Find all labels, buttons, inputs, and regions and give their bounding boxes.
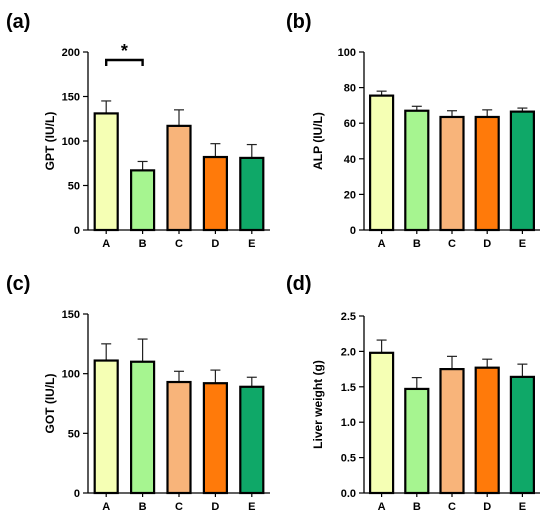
x-tick-label: C (448, 501, 456, 513)
bar-D (202, 382, 228, 495)
y-tick-label: 0 (350, 225, 356, 237)
y-axis-title: ALP (IU/L) (311, 112, 325, 170)
x-tick-label: C (448, 238, 456, 250)
x-tick-label: A (102, 501, 110, 513)
bar-E (509, 110, 535, 232)
x-tick-label: A (378, 501, 386, 513)
bar-C (439, 368, 465, 495)
y-tick-label: 60 (344, 118, 356, 130)
panel-label: (d) (286, 273, 312, 295)
x-tick-label: E (248, 238, 255, 250)
significance-star: * (121, 41, 128, 61)
bar-E (509, 375, 535, 495)
y-tick-label: 200 (62, 47, 80, 59)
y-tick-label: 20 (344, 189, 356, 201)
panel-label: (b) (286, 11, 312, 33)
bar-B (404, 387, 430, 495)
bar-C (166, 124, 192, 232)
y-axis-title: Liver weight (g) (311, 360, 325, 449)
significance-bracket (104, 58, 144, 66)
chart-panel-c: (c) 0 50 100 150 GOT (IU/L) A B C D E (6, 273, 270, 513)
x-tick-label: E (519, 238, 526, 250)
y-tick-label: 150 (62, 92, 80, 104)
bar-D (202, 155, 228, 232)
y-tick-label: 50 (68, 181, 80, 193)
bar-A (369, 94, 395, 232)
bar-A (93, 359, 119, 495)
x-tick-label: E (519, 501, 526, 513)
bar-C (439, 115, 465, 232)
y-tick-label: 2.5 (341, 311, 356, 323)
bar-B (130, 360, 156, 495)
y-tick-label: 1.0 (341, 417, 356, 429)
x-tick-label: D (211, 501, 219, 513)
x-tick-label: E (248, 501, 255, 513)
chart-panel-b: (b) 0 20 40 60 80 100 ALP (IU/L) A B C D E (286, 11, 540, 250)
x-tick-label: C (175, 238, 183, 250)
bar-B (130, 169, 156, 232)
y-axis-title: GPT (IU/L) (43, 112, 57, 171)
x-tick-label: A (102, 238, 110, 250)
y-tick-label: 80 (344, 83, 356, 95)
y-tick-label: 100 (62, 369, 80, 381)
y-tick-label: 0 (74, 488, 80, 500)
x-tick-label: D (211, 238, 219, 250)
bar-A (93, 112, 119, 232)
x-tick-label: C (175, 501, 183, 513)
bar-B (404, 109, 430, 232)
x-tick-label: B (139, 238, 147, 250)
bar-D (474, 366, 500, 495)
panel-label: (c) (6, 273, 30, 295)
y-tick-label: 100 (338, 47, 356, 59)
y-tick-label: 0.0 (341, 488, 356, 500)
panel-label: (a) (6, 11, 30, 33)
x-tick-label: B (139, 501, 147, 513)
bar-E (239, 156, 265, 232)
y-tick-label: 40 (344, 154, 356, 166)
y-tick-label: 1.5 (341, 382, 356, 394)
bar-E (239, 385, 265, 495)
y-tick-label: 50 (68, 428, 80, 440)
bar-A (369, 351, 395, 495)
y-tick-label: 100 (62, 136, 80, 148)
bar-C (166, 380, 192, 495)
x-tick-label: D (483, 501, 491, 513)
x-tick-label: B (413, 501, 421, 513)
y-tick-label: 2.0 (341, 346, 356, 358)
chart-panel-d: (d) 0.0 0.5 1.0 1.5 2.0 2.5 Liver weight (g) A B C… (286, 273, 540, 513)
y-tick-label: 150 (62, 309, 80, 321)
x-tick-label: D (483, 238, 491, 250)
x-tick-label: B (413, 238, 421, 250)
y-tick-label: 0 (74, 225, 80, 237)
y-tick-label: 0.5 (341, 453, 356, 465)
chart-panel-a: (a) 0 50 100 150 200 GPT (IU/L) A B C D E * (6, 11, 270, 250)
y-axis-title: GOT (IU/L) (43, 374, 57, 434)
bar-D (474, 115, 500, 232)
x-tick-label: A (378, 238, 386, 250)
